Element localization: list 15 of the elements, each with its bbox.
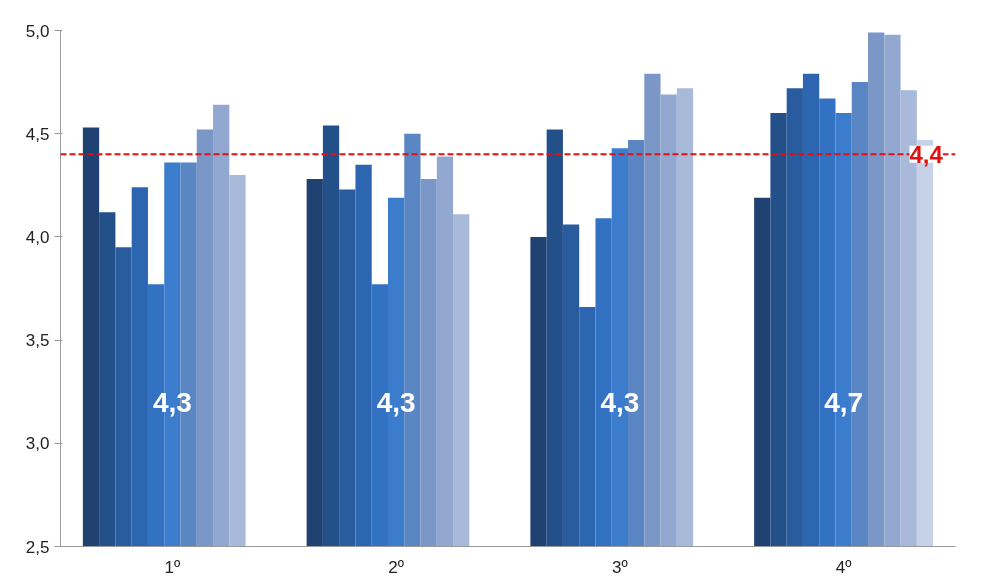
annotation: 4,7: [824, 386, 864, 418]
x-tick-label: 3º: [612, 557, 628, 577]
x-tick-label: 2º: [388, 557, 404, 577]
y-tick-label: 2,5: [25, 537, 50, 557]
annotation: 4,3: [376, 386, 416, 418]
annotation: 4,3: [152, 386, 192, 418]
y-tick-label: 5,0: [25, 21, 50, 41]
y-tick-label: 4,0: [25, 227, 50, 247]
y-tick-label: 3,0: [25, 434, 50, 454]
y-tick-label: 3,5: [25, 331, 50, 351]
y-tick-label: 4,5: [25, 124, 50, 144]
ref-line-label: 4,4: [909, 140, 944, 168]
annotation: 4,3: [600, 386, 640, 418]
x-tick-label: 1º: [164, 557, 181, 577]
x-tick-label: 4º: [835, 557, 852, 577]
